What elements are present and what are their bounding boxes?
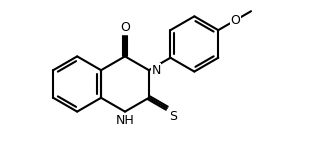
Text: S: S xyxy=(169,110,177,123)
Text: O: O xyxy=(230,14,240,27)
Text: O: O xyxy=(120,21,130,34)
Text: NH: NH xyxy=(116,114,134,127)
Text: N: N xyxy=(151,64,161,77)
